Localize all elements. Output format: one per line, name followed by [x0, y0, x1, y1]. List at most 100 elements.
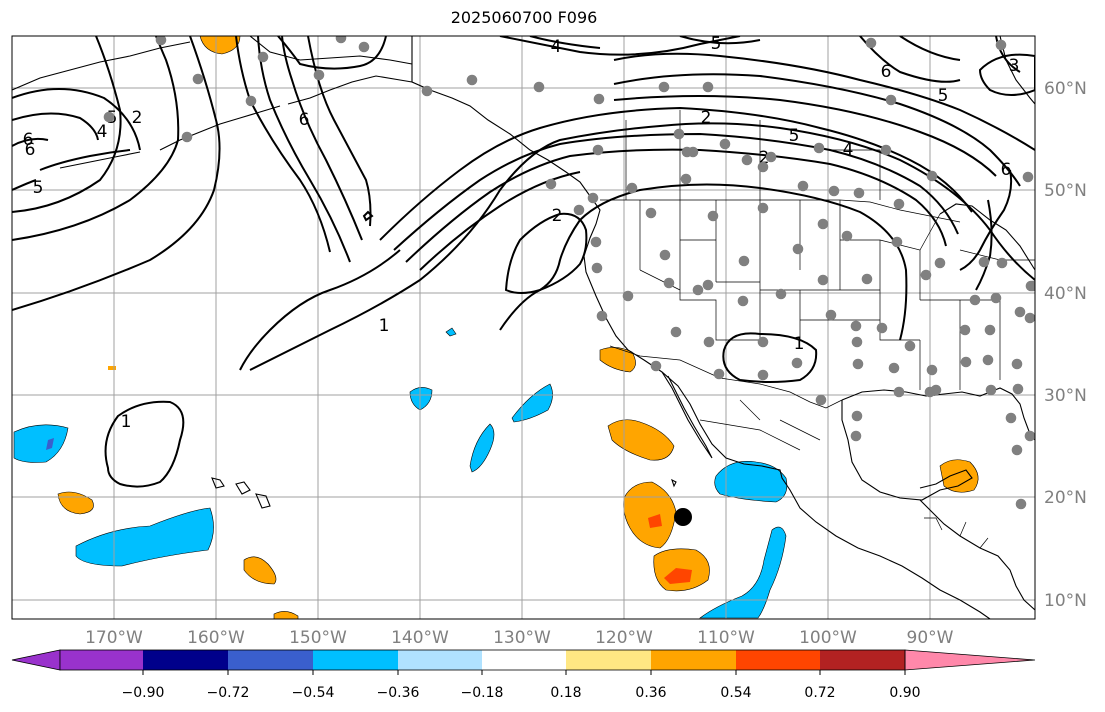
colorbar-tick-label: −0.72 [207, 685, 250, 701]
station-marker [1022, 171, 1034, 183]
contour-line [504, 212, 588, 294]
contour-line [613, 52, 1035, 151]
station-marker [876, 322, 888, 334]
station-marker [573, 204, 585, 216]
colorbar-segment [228, 650, 313, 670]
central-america-borders [924, 517, 989, 549]
graticule [12, 36, 1035, 619]
longitude-label: 130°W [493, 628, 551, 648]
contour-line [379, 106, 973, 241]
station-marker [245, 95, 257, 107]
shade-negative [469, 423, 495, 473]
colorbar-tick-label: 0.36 [635, 685, 666, 701]
station-marker [545, 178, 557, 190]
contour-line [281, 36, 363, 241]
shade-positive-core [664, 568, 692, 584]
latitude-label: 50°N [1044, 181, 1087, 201]
station-marker [1011, 358, 1023, 370]
coastline-gulf [841, 387, 1035, 441]
station-marker [707, 210, 719, 222]
anomaly-shading [13, 36, 979, 619]
colorbar-segment [482, 650, 566, 670]
station-marker [891, 236, 903, 248]
contour-line [39, 149, 131, 171]
station-marker [593, 93, 605, 105]
station-marker [591, 262, 603, 274]
station-marker [257, 51, 269, 63]
contour-line [679, 36, 761, 45]
contour-line [978, 53, 1035, 96]
shade-positive [607, 419, 675, 461]
contour-label: 4 [843, 140, 854, 160]
station-marker [1027, 280, 1035, 292]
station-marker [645, 207, 657, 219]
station-marker [990, 292, 1002, 304]
contour-label: 5 [938, 86, 949, 106]
station-marker [813, 142, 825, 154]
station-marker [702, 81, 714, 93]
station-marker [850, 430, 862, 442]
station-marker [984, 324, 996, 336]
station-marker [421, 85, 433, 97]
colorbar-segment [651, 650, 736, 670]
contour-line [235, 36, 331, 253]
colorbar-segment [398, 650, 482, 670]
latitude-label: 60°N [1044, 79, 1087, 99]
station-marker [978, 256, 990, 268]
shade-negative [409, 387, 433, 411]
shade-positive [623, 481, 677, 549]
shade-positive [273, 611, 299, 619]
station-marker [985, 384, 997, 396]
station-marker [680, 173, 692, 185]
station-marker [1012, 383, 1024, 395]
contour-line [419, 171, 581, 271]
station-marker [658, 81, 670, 93]
contour-line [12, 88, 141, 151]
latitude-label: 40°N [1044, 284, 1087, 304]
station-marker [817, 218, 829, 230]
shade-positive [57, 491, 94, 515]
shade-negative [714, 461, 788, 503]
station-marker [757, 161, 769, 173]
colorbar-segment [60, 650, 143, 670]
contour-line [12, 112, 99, 141]
contour-label: 2 [132, 108, 143, 128]
shade-positive [939, 459, 979, 493]
station-marker [757, 202, 769, 214]
contour-label: 5 [789, 126, 800, 146]
station-marker [1024, 312, 1035, 324]
station-marker [1024, 430, 1035, 442]
station-marker [851, 336, 863, 348]
contour-line [12, 36, 180, 241]
shade-positive [599, 347, 636, 373]
station-marker [888, 362, 900, 374]
station-marker [959, 324, 971, 336]
shade-negative [445, 327, 457, 337]
island-guadalupe [671, 478, 677, 488]
station-marker [960, 356, 972, 368]
shade-positive-core [648, 514, 662, 528]
station-marker [1005, 412, 1017, 424]
political-borders [411, 36, 1035, 549]
station-marker [592, 144, 604, 156]
station-marker [982, 354, 994, 366]
border-alaska-canada [411, 36, 431, 91]
contour-line [722, 332, 818, 383]
contour-line [405, 148, 947, 263]
station-marker [841, 230, 853, 242]
contour-label: 6 [299, 110, 310, 130]
station-marker [103, 111, 115, 123]
shade-positive [199, 36, 241, 55]
storm-center-marker [674, 508, 692, 526]
station-marker [1015, 498, 1027, 510]
colorbar-segment [820, 650, 905, 670]
contour-line [859, 36, 961, 83]
station-marker [817, 274, 829, 286]
contour-line [12, 137, 49, 147]
contour-line [499, 36, 741, 56]
station-marker [719, 138, 731, 150]
station-marker [650, 360, 662, 372]
latitude-label: 20°N [1044, 488, 1087, 508]
station-marker [885, 94, 897, 106]
colorbar-tick-label: 0.90 [889, 685, 920, 701]
